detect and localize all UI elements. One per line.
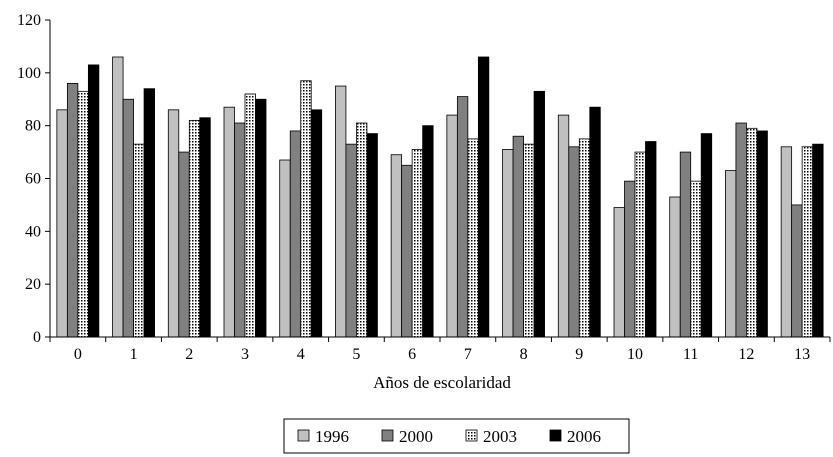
bar-2003-13: [801, 146, 814, 338]
bar-2006-1: [143, 88, 155, 338]
bar-2000-9: [568, 146, 580, 338]
y-tick-label: 40: [25, 223, 41, 240]
bar-1996-13: [780, 146, 793, 338]
bar-2003-2: [188, 119, 201, 338]
legend-swatch-2006: [549, 429, 562, 442]
bar-2006-6: [422, 125, 434, 338]
bar-2003-9: [578, 138, 591, 338]
x-tick-label: 11: [683, 346, 698, 363]
bar-1996-9: [557, 114, 570, 338]
x-tick-label: 4: [297, 346, 305, 363]
x-tick-label: 13: [794, 346, 810, 363]
bar-2006-5: [366, 133, 378, 338]
bar-2000-2: [178, 151, 190, 338]
y-tick-label: 100: [17, 65, 41, 82]
bar-1996-0: [56, 109, 68, 338]
bar-1996-1: [112, 56, 124, 338]
bar-2006-9: [589, 106, 601, 338]
bar-2003-7: [467, 138, 479, 338]
x-tick-label: 5: [352, 346, 360, 363]
bar-2003-1: [133, 143, 145, 338]
bar-2003-3: [244, 93, 256, 338]
legend: 1996 2000 2003 2006: [283, 418, 630, 454]
bar-2003-4: [300, 80, 312, 338]
bar-2003-6: [411, 149, 424, 338]
bar-2006-12: [756, 130, 768, 338]
bar-2006-10: [645, 141, 657, 338]
bar-2000-1: [122, 98, 134, 338]
y-tick-label: 120: [17, 12, 41, 29]
bar-1996-12: [725, 170, 737, 338]
legend-label-2006: 2006: [567, 427, 601, 446]
x-tick-label: 8: [520, 346, 528, 363]
x-tick-label: 3: [241, 346, 249, 363]
legend-label-2000: 2000: [399, 427, 433, 446]
x-tick-label: 1: [130, 346, 138, 363]
bars: [56, 56, 824, 338]
legend-label-1996: 1996: [315, 427, 349, 446]
legend-label-2003: 2003: [483, 427, 517, 446]
bar-2000-11: [679, 151, 692, 338]
bar-2006-0: [87, 64, 100, 338]
bar-2000-7: [456, 96, 469, 338]
x-axis-title: Años de escolaridad: [373, 373, 511, 392]
y-tick-label: 80: [25, 118, 41, 135]
bar-2006-3: [255, 98, 267, 338]
bar-2003-10: [634, 151, 646, 338]
x-tick-label: 7: [464, 346, 472, 363]
y-tick-label: 0: [33, 329, 41, 346]
bar-2000-3: [234, 122, 246, 338]
legend-box: [283, 418, 630, 454]
bar-2000-6: [401, 164, 413, 338]
bar-2003-0: [77, 90, 89, 338]
bar-2000-0: [66, 83, 79, 338]
x-tick-label: 10: [627, 346, 643, 363]
y-axis-ticks: 0 20 40 60 80 100 120: [17, 12, 50, 346]
x-tick-label: 0: [74, 346, 82, 363]
legend-swatch-2000: [381, 429, 394, 442]
bar-2000-5: [345, 143, 357, 338]
legend-swatch-1996: [297, 429, 310, 442]
bar-1996-5: [335, 85, 347, 338]
bar-2006-13: [812, 143, 824, 338]
bar-1996-4: [279, 159, 291, 338]
bar-2006-4: [310, 109, 323, 338]
y-tick-label: 60: [25, 171, 41, 188]
axes: [49, 20, 830, 338]
bar-2006-8: [533, 90, 545, 338]
bar-2003-12: [746, 127, 758, 338]
x-tick-label: 12: [738, 346, 754, 363]
x-tick-label: 2: [185, 346, 193, 363]
bar-2000-13: [791, 204, 803, 338]
x-tick-label: 6: [408, 346, 416, 363]
bar-1996-6: [390, 154, 403, 338]
x-axis-ticks: 0 1 2 3 4 5 6 7 8 9 10 11 12 13: [49, 337, 831, 363]
y-tick-label: 20: [25, 276, 41, 293]
bar-2000-12: [735, 122, 747, 338]
bar-1996-2: [167, 109, 180, 338]
bar-1996-11: [669, 196, 681, 338]
bar-2000-4: [289, 130, 302, 338]
bar-2003-8: [523, 143, 535, 338]
bar-2000-10: [624, 180, 636, 338]
bar-2006-7: [477, 56, 490, 338]
bar-1996-3: [223, 106, 235, 338]
legend-swatch-2003: [465, 429, 478, 442]
bar-1996-8: [502, 149, 514, 338]
bar-1996-10: [613, 207, 625, 338]
bar-2006-2: [199, 117, 211, 338]
bar-2003-11: [690, 180, 702, 338]
x-tick-label: 9: [575, 346, 583, 363]
bar-2006-11: [700, 133, 713, 338]
bar-1996-7: [446, 114, 458, 338]
bar-2000-8: [512, 135, 524, 338]
bar-2003-5: [356, 122, 368, 338]
